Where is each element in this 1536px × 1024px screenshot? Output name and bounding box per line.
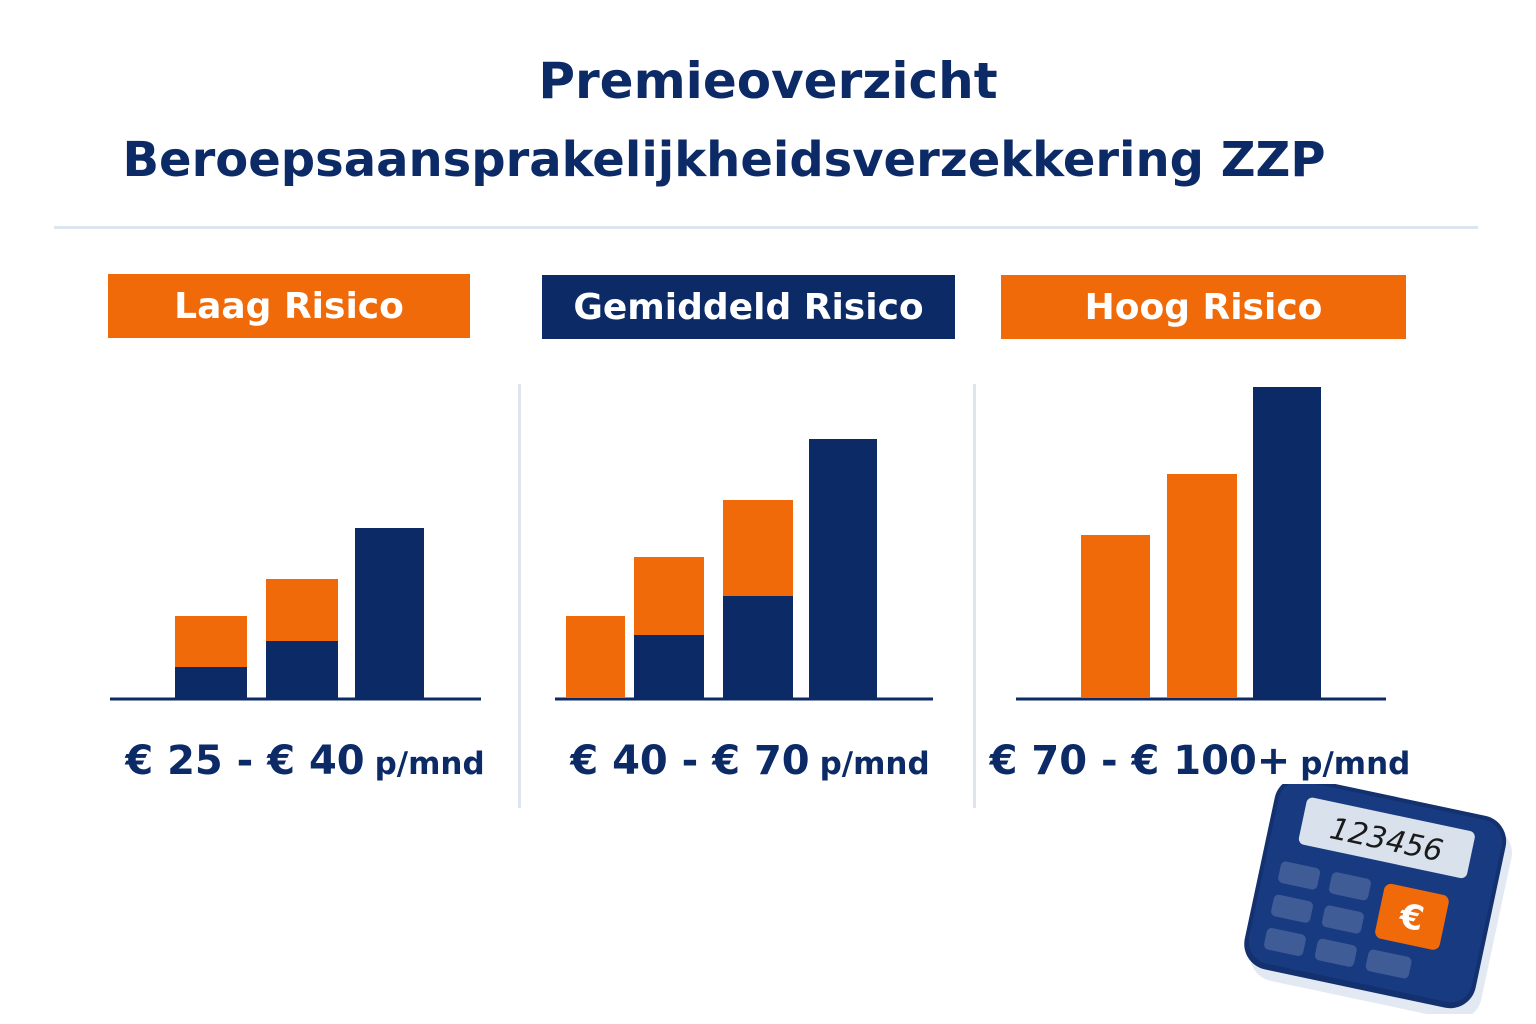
bar-segment [723,596,793,698]
price-amount-low: € 25 - € 40 [125,738,365,784]
panel-divider [518,384,521,808]
price-unit-high: p/mnd [1300,746,1411,782]
bar-segment [1253,387,1321,698]
bar-segment [723,500,793,596]
panel-title-low: Laag Risico [174,285,404,327]
bar-segment [355,528,424,698]
bar-segment [175,616,247,667]
price-label-low: € 25 - € 40 p/mnd [110,738,500,794]
bar-segment [1081,535,1150,698]
chart-title: Premieoverzicht [538,52,998,110]
chart-subtitle: Beroepsaansprakelijkheidsverzekkering ZZ… [122,132,1326,188]
panel-title-high: Hoog Risico [1084,286,1323,328]
panel-divider [973,384,976,808]
bar-segment [634,557,704,635]
bar-segment [266,641,338,698]
price-unit-medium: p/mnd [819,746,930,782]
price-amount-high: € 70 - € 100+ [989,738,1291,784]
bar-segment [809,439,877,698]
price-label-high: € 70 - € 100+ p/mnd [990,738,1411,794]
price-unit-low: p/mnd [374,746,485,782]
calculator-icon: 123456 € [1244,784,1512,1014]
panel-header-high: Hoog Risico [1001,275,1406,339]
bar-segment [634,635,704,698]
panel-title-medium: Gemiddeld Risico [573,286,924,328]
panel-header-medium: Gemiddeld Risico [542,275,955,339]
bar-segment [566,616,625,698]
bar-segment [266,579,338,641]
price-label-medium: € 40 - € 70 p/mnd [555,738,945,794]
bar-segment [1167,474,1237,698]
title-divider [54,226,1478,229]
bar-segment [175,667,247,698]
price-amount-medium: € 40 - € 70 [570,738,810,784]
panel-header-low: Laag Risico [108,274,470,338]
